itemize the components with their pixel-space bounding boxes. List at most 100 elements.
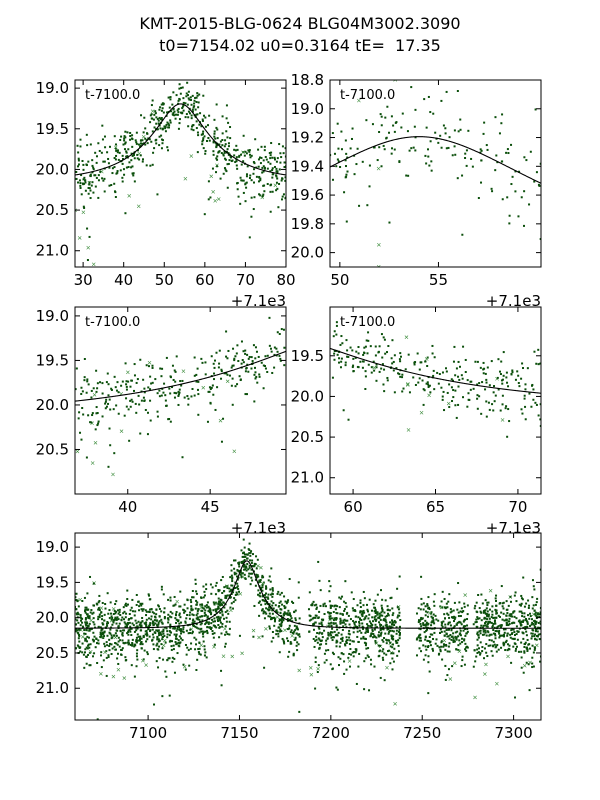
data-point: [148, 617, 151, 620]
data-point: [430, 160, 433, 163]
data-point: [148, 594, 151, 597]
data-point: [145, 621, 148, 624]
data-point: [341, 638, 344, 641]
data-point: [398, 631, 401, 634]
data-point: [316, 632, 319, 635]
data-point: [254, 357, 257, 360]
data-point: [152, 648, 155, 651]
data-point: [116, 657, 119, 660]
data-point: [289, 642, 292, 645]
data-point: [281, 145, 284, 148]
data-point: [274, 604, 277, 607]
data-point: [387, 639, 390, 642]
data-point: [164, 394, 167, 397]
data-point: [157, 621, 160, 624]
data-point: [466, 630, 469, 633]
data-point: [160, 633, 163, 636]
figure-title-line-2: t0=7154.02 u0=0.3164 tE= 17.35: [159, 36, 441, 55]
data-point: [461, 659, 464, 662]
outlier-marker: [141, 658, 145, 663]
data-point: [276, 157, 279, 160]
data-point: [257, 180, 260, 183]
data-point: [443, 630, 446, 633]
data-point: [124, 656, 127, 659]
data-point: [84, 648, 87, 651]
data-point: [108, 649, 111, 652]
data-point: [79, 619, 82, 622]
outlier-marker: [452, 661, 457, 665]
data-point: [444, 648, 447, 651]
data-point: [465, 164, 468, 167]
data-point: [390, 152, 393, 155]
data-point: [433, 604, 436, 607]
data-point: [479, 629, 482, 632]
data-point: [488, 408, 491, 411]
data-point: [371, 123, 374, 126]
data-point: [433, 631, 436, 634]
data-point: [522, 632, 525, 635]
data-point: [374, 610, 377, 613]
data-point: [335, 686, 338, 689]
data-point: [77, 632, 80, 635]
data-point: [375, 379, 378, 382]
data-point: [366, 654, 369, 657]
data-point: [250, 196, 253, 199]
data-point: [175, 635, 178, 638]
data-point: [321, 636, 324, 639]
data-point: [92, 166, 95, 169]
data-point: [266, 182, 269, 185]
outlier-marker: [86, 245, 91, 250]
data-point: [198, 123, 201, 126]
data-point: [181, 456, 184, 459]
data-point: [99, 635, 102, 638]
outlier-marker: [232, 449, 237, 454]
data-point: [275, 189, 278, 192]
data-point: [452, 396, 455, 399]
data-point: [275, 611, 278, 614]
data-point: [397, 372, 400, 375]
data-point: [167, 126, 170, 129]
data-point: [459, 128, 462, 131]
data-point: [90, 184, 93, 187]
data-point: [186, 614, 189, 617]
data-point: [294, 617, 297, 620]
data-point: [315, 635, 318, 638]
data-point: [197, 380, 200, 383]
data-point: [476, 611, 479, 614]
data-point: [248, 177, 251, 180]
data-point: [337, 656, 340, 659]
data-point: [109, 408, 112, 411]
data-point: [127, 166, 130, 169]
data-point: [339, 617, 342, 620]
data-point: [199, 623, 202, 626]
data-point: [182, 631, 185, 634]
data-point: [127, 629, 130, 632]
data-point: [435, 618, 438, 621]
data-point: [455, 367, 458, 370]
data-point: [460, 637, 463, 640]
data-point: [177, 107, 180, 110]
data-point: [88, 235, 91, 238]
data-point: [452, 637, 455, 640]
data-point: [219, 616, 222, 619]
data-point: [83, 182, 86, 185]
plot-frame: [329, 79, 542, 268]
data-point: [160, 394, 163, 397]
data-point: [424, 654, 427, 657]
data-point: [139, 358, 142, 361]
data-point: [197, 413, 200, 416]
data-point: [101, 601, 104, 604]
data-point: [139, 642, 142, 645]
data-point: [257, 589, 260, 592]
data-point: [182, 628, 185, 631]
data-point: [233, 571, 236, 574]
data-point: [209, 388, 212, 391]
data-point: [500, 646, 503, 649]
data-point: [206, 420, 209, 423]
data-point: [351, 640, 354, 643]
data-point: [457, 130, 460, 133]
data-point: [172, 91, 175, 94]
data-point: [250, 576, 253, 579]
data-point: [265, 607, 268, 610]
data-point: [533, 588, 536, 591]
